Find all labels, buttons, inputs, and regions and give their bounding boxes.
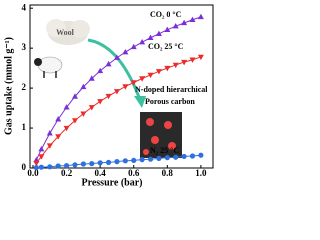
marker: [55, 116, 62, 122]
y-tick-label: 3: [22, 42, 27, 52]
chart: Pressure (bar) Gas uptake (mmol g⁻¹) Woo…: [3, 2, 214, 188]
marker: [105, 159, 112, 166]
marker: [71, 118, 78, 124]
marker: [181, 19, 188, 26]
y-tick-label: 1: [22, 122, 27, 132]
x-tick-label: 1.0: [195, 168, 207, 178]
marker: [46, 130, 53, 136]
marker: [97, 99, 104, 105]
marker: [122, 84, 129, 90]
marker: [89, 161, 95, 167]
marker: [38, 164, 44, 170]
y-tick-label: 2: [22, 82, 27, 92]
marker: [172, 22, 179, 29]
marker: [130, 43, 137, 50]
marker: [197, 54, 204, 61]
marker: [147, 156, 154, 162]
marker: [181, 59, 188, 66]
marker: [97, 67, 104, 74]
marker: [147, 34, 154, 40]
marker: [113, 54, 120, 60]
y-tick-label: 4: [22, 2, 27, 12]
marker: [198, 152, 204, 158]
marker: [147, 72, 154, 79]
marker: [105, 60, 112, 67]
marker: [88, 75, 95, 81]
marker: [189, 153, 196, 159]
marker: [139, 157, 145, 163]
marker: [72, 162, 78, 168]
x-tick-label: 0.6: [128, 168, 140, 178]
marker: [131, 157, 137, 164]
marker: [139, 38, 146, 45]
marker: [46, 143, 53, 149]
marker: [139, 76, 146, 82]
marker: [113, 89, 120, 95]
x-tick-label: 0.4: [95, 168, 107, 178]
marker: [63, 125, 70, 132]
marker: [33, 165, 39, 171]
marker: [155, 30, 162, 36]
marker: [155, 69, 162, 75]
marker: [197, 13, 204, 20]
x-axis-label: Pressure (bar): [81, 177, 142, 188]
plot-frame: [29, 4, 214, 169]
marker: [97, 160, 103, 166]
wool-illustration: [34, 19, 146, 108]
marker: [122, 48, 129, 55]
marker: [189, 57, 196, 63]
x-tick-label: 0.2: [61, 168, 73, 178]
annotation: N-doped hierarchical: [135, 85, 208, 94]
marker: [130, 80, 137, 86]
annotation: Porous carbon: [145, 97, 195, 106]
x-tick-label: 0.0: [27, 168, 39, 178]
marker: [38, 154, 45, 160]
marker: [38, 146, 45, 152]
marker: [55, 163, 61, 169]
series-label: CO₂ 0 °C: [150, 10, 182, 19]
marker: [80, 83, 87, 90]
marker: [71, 93, 78, 99]
series-label: N₂ 25 °C: [150, 146, 179, 155]
carbon-cube: [140, 112, 182, 158]
marker: [172, 62, 179, 69]
y-axis-label: Gas uptake (mmol g⁻¹): [3, 37, 14, 135]
marker: [33, 161, 40, 167]
marker: [173, 154, 179, 160]
marker: [105, 93, 112, 100]
marker: [47, 164, 53, 170]
marker: [181, 153, 187, 160]
marker: [164, 155, 170, 161]
marker: [164, 65, 171, 72]
marker: [122, 158, 128, 164]
marker: [88, 105, 95, 111]
annotation: Wool: [56, 28, 75, 37]
marker: [164, 26, 171, 32]
marker: [114, 159, 120, 165]
marker: [55, 134, 62, 140]
marker: [80, 161, 86, 167]
x-tick-label: 0.8: [162, 168, 174, 178]
marker: [80, 111, 87, 117]
marker: [156, 155, 162, 162]
marker: [63, 163, 70, 169]
marker: [189, 16, 196, 22]
y-tick-label: 0: [22, 162, 27, 172]
marker: [63, 104, 70, 110]
series-label: CO₂ 25 °C: [148, 42, 184, 51]
